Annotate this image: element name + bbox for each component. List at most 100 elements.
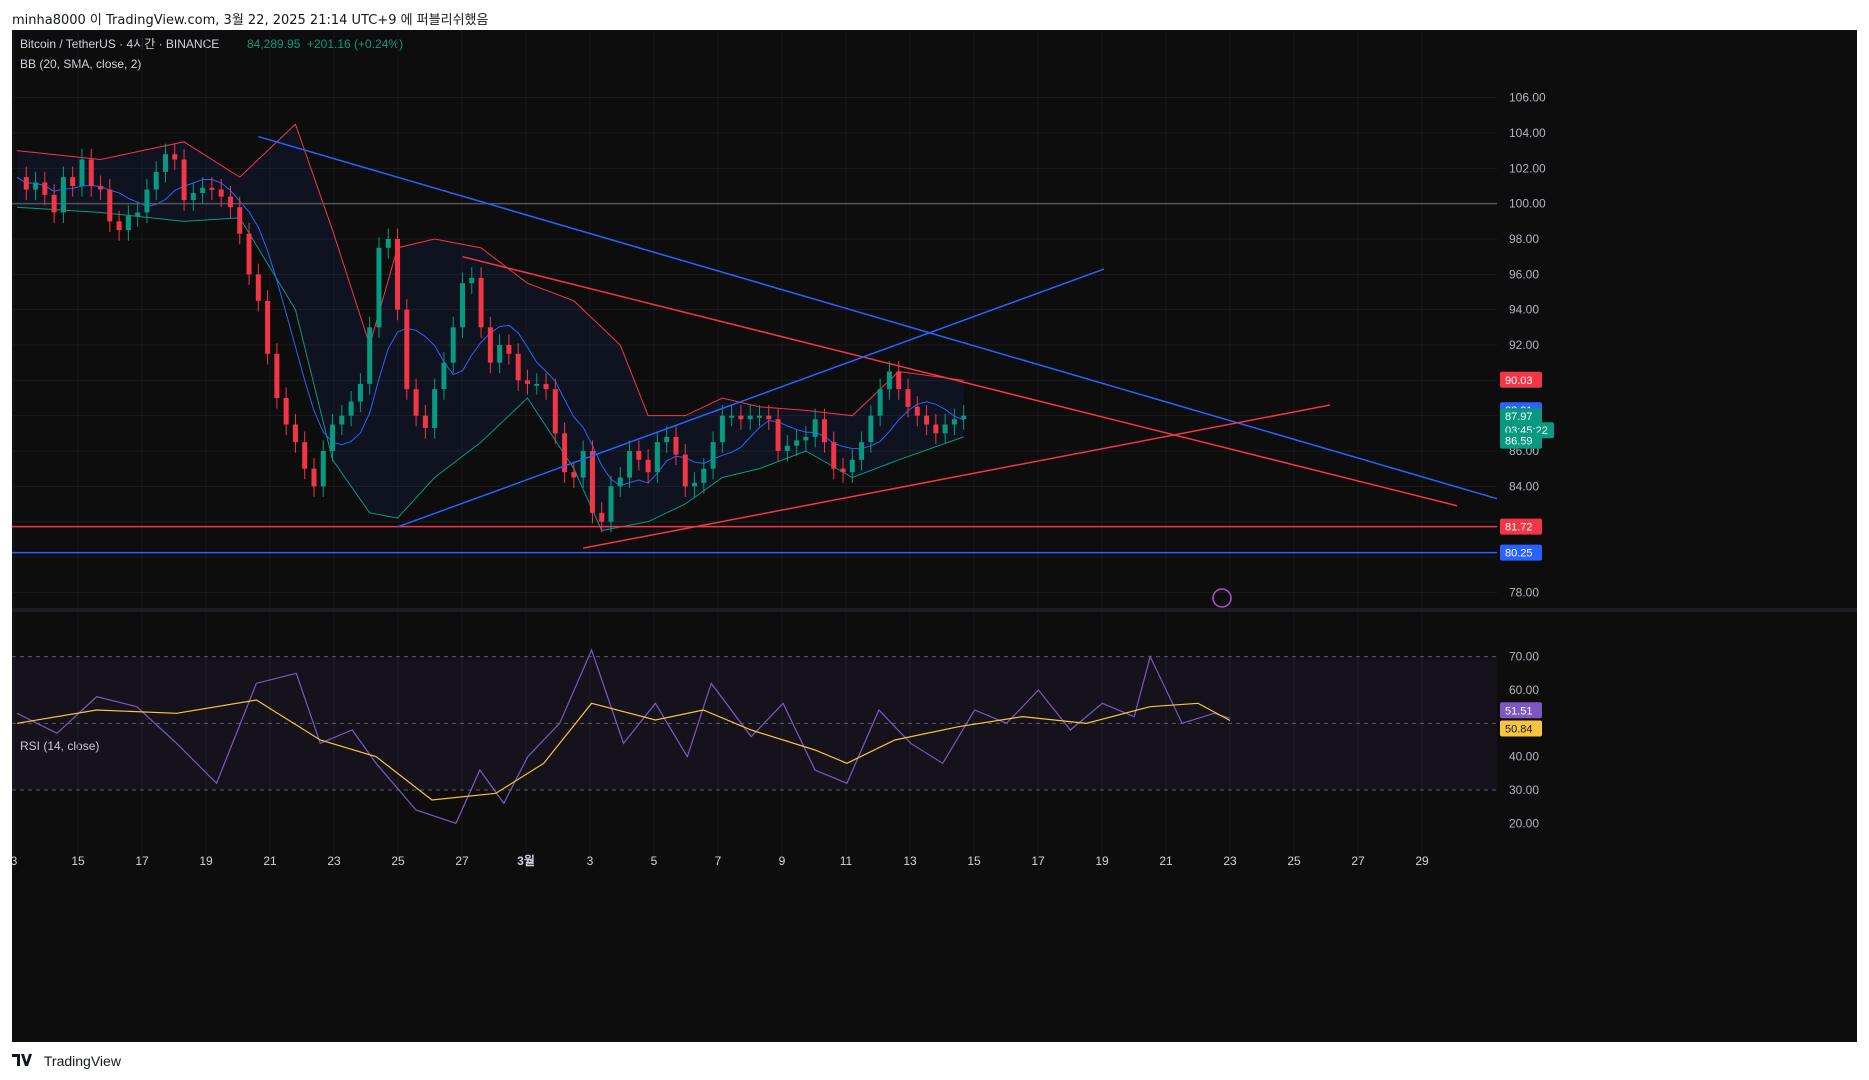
time-axis-label: 13 [903,854,917,868]
candle-body [88,159,94,186]
candle-body [775,419,781,451]
rsi-axis-label: 70.00 [1509,650,1539,664]
bb-indicator-legend[interactable]: BB (20, SMA, close, 2) [20,57,141,71]
time-axis-label: 27 [1351,854,1365,868]
candle-body [849,459,855,473]
candle-body [357,383,363,402]
tradingview-logo[interactable]: TradingView [12,1053,121,1069]
candle-body [395,239,401,310]
candle-body [469,277,475,284]
candle-body [441,362,447,390]
trendline-ascending-red [583,404,1331,549]
chart-panel[interactable]: Bitcoin / TetherUS · 4시간 · BINANCE 84,28… [11,30,1857,1042]
candle-body [673,436,679,455]
candle-body [311,468,317,487]
publish-watermark: minha8000 이 TradingView.com, 3월 22, 2025… [0,0,1869,30]
candle-body [135,212,141,217]
candle-body [951,419,957,425]
candle-body [692,482,698,487]
chart-canvas[interactable]: Bitcoin / TetherUS · 4시간 · BINANCE 84,28… [11,30,1857,1042]
candle-body [51,194,57,213]
candle-body [589,451,595,513]
candle-body [292,424,298,443]
candle-body [729,415,735,418]
candle-body [98,186,104,190]
rsi-scale-badge [1500,720,1542,737]
candle-body [450,327,456,363]
time-axis-label: 15 [71,854,85,868]
price-scale-badge-label: 80.25 [1505,548,1533,560]
candle-body [654,442,660,473]
candle-body [803,436,809,441]
trendline-descending-blue [258,135,1498,500]
candle-body [209,187,215,190]
bb-lower-line [16,206,964,532]
price-scale-badge [1500,408,1542,425]
price-scale-badge-label: 86.59 [1505,436,1533,448]
candle-body [812,419,818,437]
tradingview-logo-icon [12,1054,32,1066]
rsi-band-fill [12,656,1497,790]
candle-body [580,451,586,478]
price-axis-label: 78.00 [1509,585,1539,599]
time-axis-label: 7 [715,854,722,868]
price-scale-badge-label: 90.03 [1505,375,1533,387]
candle-body [376,247,382,328]
candle-body [627,451,633,478]
candle-body [70,177,76,186]
price-axis-label: 84.00 [1509,479,1539,493]
tradingview-brand: TradingView [43,1053,121,1069]
candle-body [200,187,206,194]
candle-body [144,189,150,213]
candle-body [942,424,948,434]
candle-body [859,442,865,460]
candle-body [163,154,168,172]
price-scale-badge-label: 87.97 [1505,411,1533,423]
candle-body [60,177,66,213]
rsi-scale-badge [1500,702,1542,719]
symbol-legend[interactable]: Bitcoin / TetherUS · 4시간 · BINANCE [20,37,219,51]
candle-body [840,468,846,473]
publish-watermark-text: minha8000 이 TradingView.com, 3월 22, 2025… [12,13,489,28]
candle-body [320,451,326,487]
candle-body [534,383,540,386]
footer: TradingView [0,1042,1869,1080]
candle-body [794,440,800,446]
candle-body [218,189,224,197]
pane-separator [12,608,1857,612]
trendline-descending-red [462,255,1458,507]
time-axis-label: 17 [1031,854,1045,868]
rsi-indicator-legend[interactable]: RSI (14, close) [20,739,99,753]
candle-body [497,345,503,363]
candle-body [274,353,280,398]
alert-icon [1212,588,1232,608]
candle-body [116,221,122,231]
candle-body [747,415,753,420]
time-axis-label: 23 [327,854,341,868]
candle-body [385,239,391,248]
candle-body [413,389,419,416]
rsi-scale-badge-label: 51.51 [1505,705,1533,717]
candle-body [42,182,48,195]
candle-body [460,283,465,328]
price-axis-label: 102.00 [1509,161,1546,175]
candle-body [79,159,85,186]
price-axis-label: 106.00 [1509,91,1546,105]
price-legend: 84,289.95 [247,37,301,51]
candle-body [877,389,883,416]
candle-body [821,419,827,443]
candle-body [886,371,892,390]
candle-body [181,159,187,201]
price-axis-label: 94.00 [1509,303,1539,317]
rsi-line [16,648,1231,825]
candle-body [172,154,178,160]
candle-body [914,406,920,416]
time-axis-label: 17 [135,854,149,868]
bb-upper-line [16,123,964,417]
candle-body [617,477,623,487]
candle-body [125,216,131,231]
time-axis-label: 3월 [517,853,535,868]
candle-body [868,415,874,443]
time-axis-label: 23 [1223,854,1237,868]
candle-body [404,309,410,390]
